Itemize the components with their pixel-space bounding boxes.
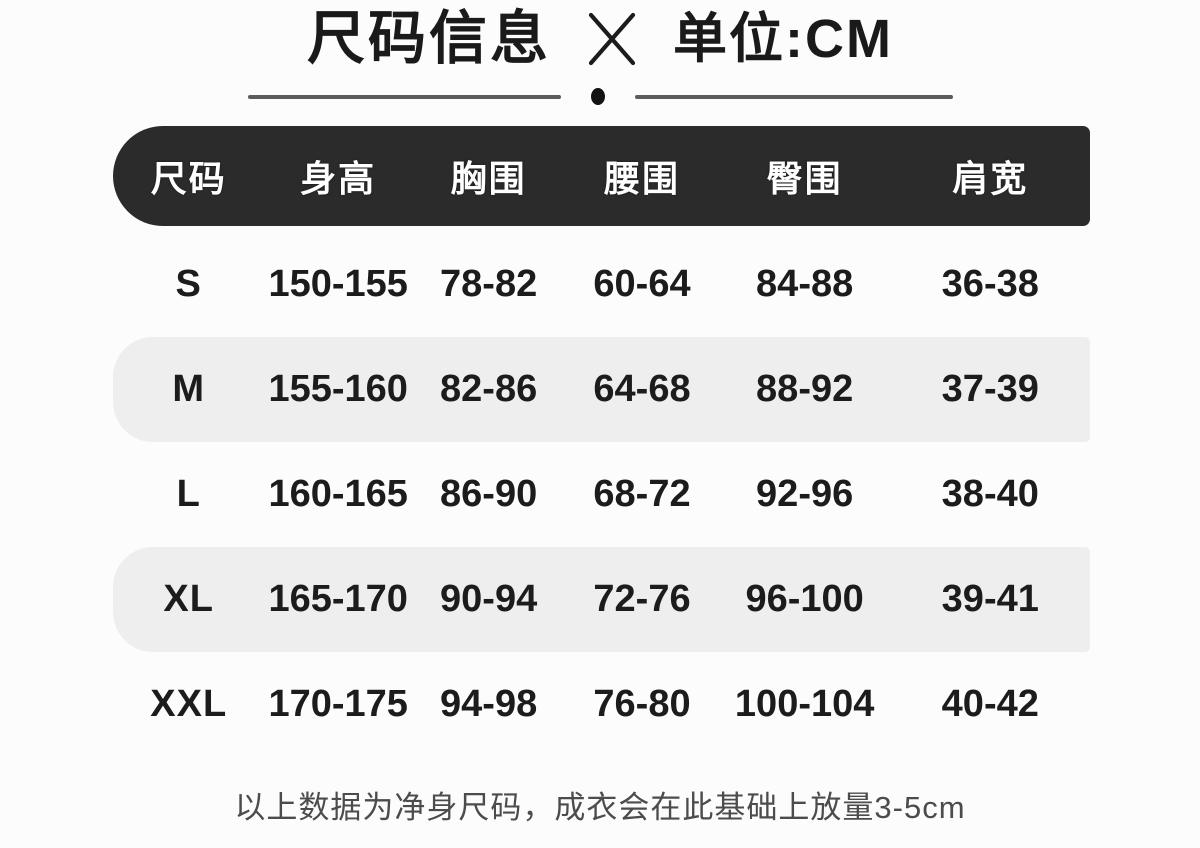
header-cell-height: 身高 <box>300 158 377 199</box>
footer-note: 以上数据为净身尺码，成衣会在此基础上放量3-5cm <box>234 790 966 825</box>
table-row-m: M 155-160 82-86 64-68 88-92 37-39 <box>113 337 1090 442</box>
value-cell: 165-170 <box>268 578 408 620</box>
size-cell: S <box>175 263 202 305</box>
unit-label: 单位:CM <box>673 9 893 69</box>
header-cell-shoulder: 肩宽 <box>952 158 1029 199</box>
size-cell: XXL <box>150 683 228 725</box>
size-cell: XL <box>163 578 214 620</box>
table-body: S 150-155 78-82 60-64 84-88 36-38 M 155-… <box>113 232 1090 757</box>
value-cell: 82-86 <box>440 368 538 410</box>
value-cell: 36-38 <box>941 263 1039 305</box>
title-divider <box>0 88 1200 105</box>
x-mark-icon <box>585 11 639 67</box>
value-cell: 86-90 <box>440 473 538 515</box>
value-cell: 76-80 <box>593 683 691 725</box>
value-cell: 160-165 <box>268 473 408 515</box>
value-cell: 92-96 <box>756 473 854 515</box>
value-cell: 60-64 <box>593 263 691 305</box>
table-row-xl: XL 165-170 90-94 72-76 96-100 39-41 <box>113 547 1090 652</box>
header-cell-chest: 胸围 <box>450 158 527 199</box>
value-cell: 90-94 <box>440 578 538 620</box>
value-cell: 94-98 <box>440 683 538 725</box>
value-cell: 38-40 <box>941 473 1039 515</box>
page-title: 尺码信息 <box>307 6 552 71</box>
divider-line-right <box>634 94 953 99</box>
divider-dot <box>590 88 605 105</box>
table-header-row: 尺码 身高 胸围 腰围 臀围 肩宽 <box>113 126 1090 226</box>
value-cell: 39-41 <box>941 578 1039 620</box>
table-row-s: S 150-155 78-82 60-64 84-88 36-38 <box>113 232 1090 337</box>
value-cell: 72-76 <box>593 578 691 620</box>
value-cell: 84-88 <box>756 263 854 305</box>
table-row-xxl: XXL 170-175 94-98 76-80 100-104 40-42 <box>113 652 1090 757</box>
size-cell: L <box>176 473 201 515</box>
value-cell: 40-42 <box>941 683 1039 725</box>
divider-line-left <box>247 94 561 99</box>
value-cell: 170-175 <box>268 683 408 725</box>
header-cell-waist: 腰围 <box>603 158 680 199</box>
size-table: 尺码 身高 胸围 腰围 臀围 肩宽 S 150-155 78-82 60-64 … <box>113 126 1090 757</box>
value-cell: 78-82 <box>440 263 538 305</box>
value-cell: 100-104 <box>734 683 875 725</box>
header-cell-size: 尺码 <box>150 158 227 199</box>
value-cell: 64-68 <box>593 368 691 410</box>
value-cell: 68-72 <box>593 473 691 515</box>
title-row: 尺码信息 单位:CM <box>0 4 1200 74</box>
value-cell: 37-39 <box>941 368 1039 410</box>
size-cell: M <box>172 368 206 410</box>
value-cell: 88-92 <box>756 368 854 410</box>
value-cell: 155-160 <box>268 368 408 410</box>
value-cell: 150-155 <box>268 263 408 305</box>
header-cell-hip: 臀围 <box>766 158 843 199</box>
value-cell: 96-100 <box>745 578 864 620</box>
table-row-l: L 160-165 86-90 68-72 92-96 38-40 <box>113 442 1090 547</box>
